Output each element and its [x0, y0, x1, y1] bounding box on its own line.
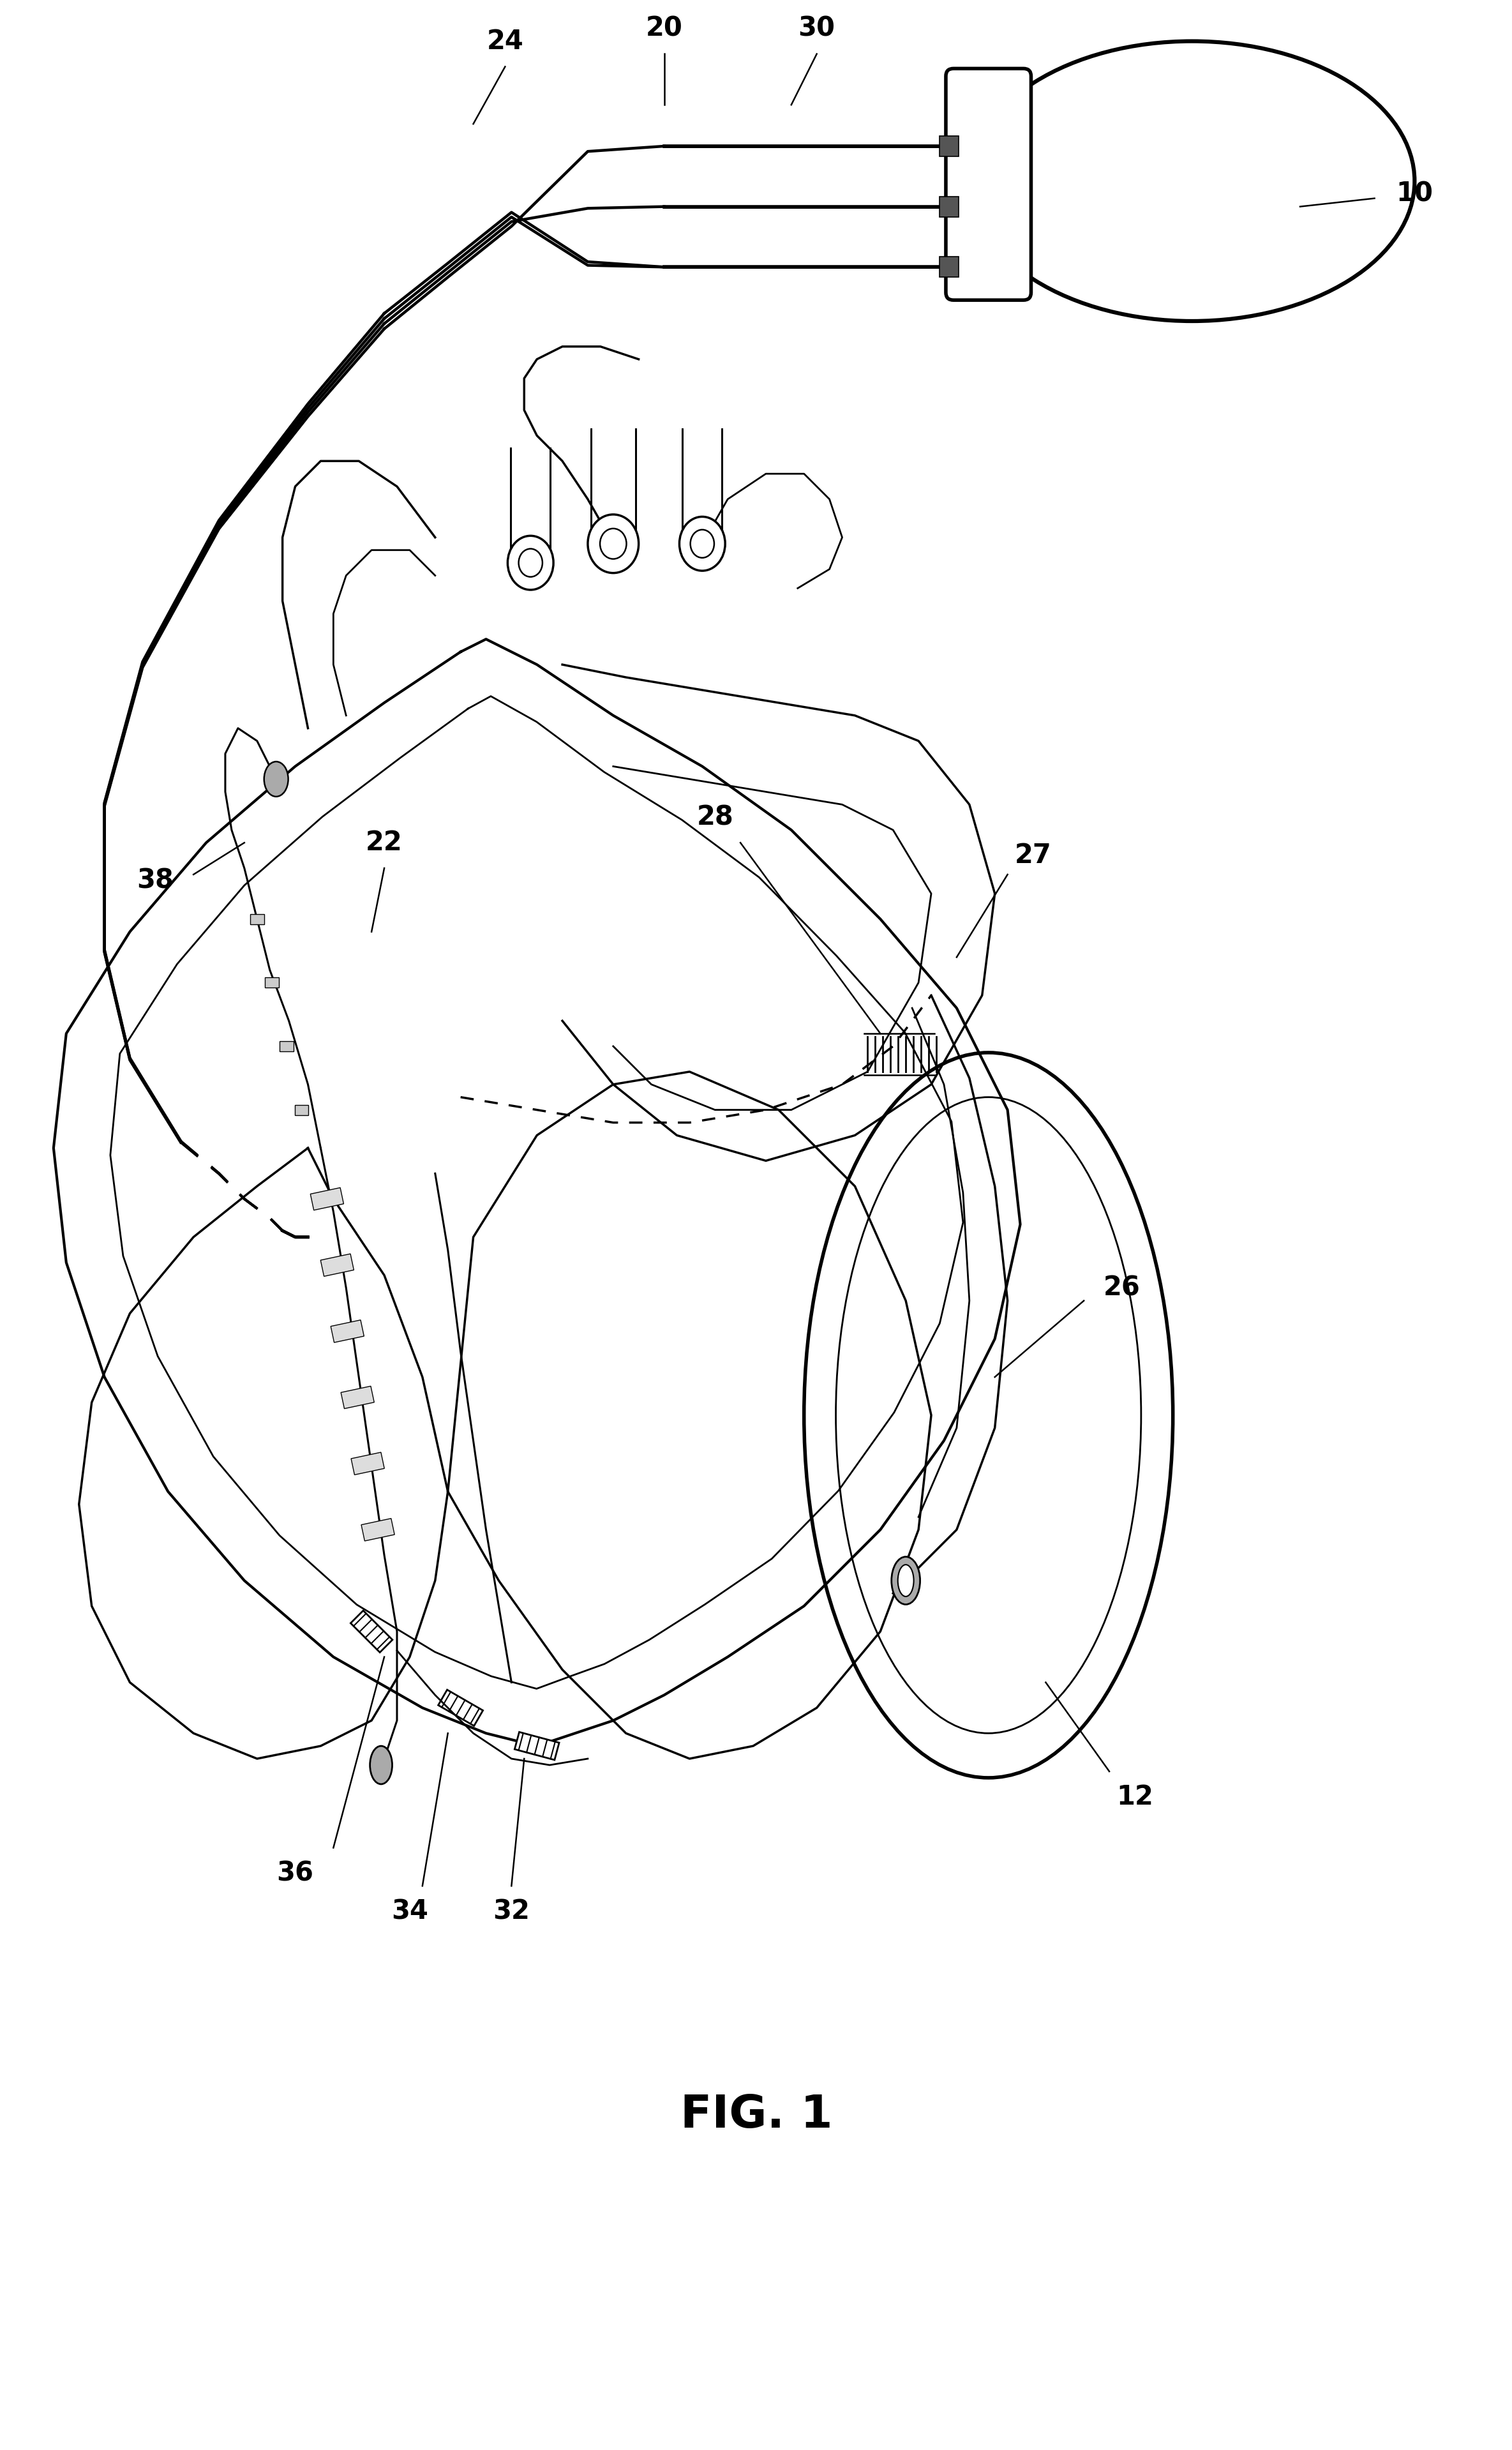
Ellipse shape	[600, 529, 626, 559]
Polygon shape	[351, 1610, 393, 1651]
FancyBboxPatch shape	[947, 69, 1031, 299]
Ellipse shape	[969, 42, 1415, 321]
Ellipse shape	[519, 549, 543, 576]
Text: 28: 28	[697, 804, 733, 831]
Ellipse shape	[804, 1054, 1173, 1779]
Ellipse shape	[508, 537, 553, 590]
Text: 38: 38	[136, 867, 174, 894]
Text: 34: 34	[392, 1899, 428, 1926]
Text: 27: 27	[1015, 843, 1051, 870]
Text: 12: 12	[1116, 1784, 1154, 1811]
Bar	[249, 914, 265, 924]
Bar	[939, 196, 959, 216]
Polygon shape	[340, 1387, 373, 1409]
Text: 24: 24	[487, 27, 523, 54]
Polygon shape	[310, 1188, 343, 1210]
Ellipse shape	[265, 762, 289, 796]
Text: 26: 26	[1104, 1274, 1140, 1301]
Text: 10: 10	[1396, 181, 1433, 208]
Ellipse shape	[898, 1566, 913, 1597]
Text: 20: 20	[646, 15, 682, 42]
Ellipse shape	[370, 1747, 392, 1784]
Text: 22: 22	[366, 828, 402, 855]
Text: 30: 30	[798, 15, 835, 42]
Ellipse shape	[691, 529, 714, 559]
Polygon shape	[351, 1453, 384, 1475]
Bar	[939, 257, 959, 277]
Ellipse shape	[892, 1556, 921, 1605]
Ellipse shape	[588, 514, 638, 573]
Polygon shape	[331, 1321, 364, 1343]
Text: 32: 32	[493, 1899, 529, 1926]
Text: 36: 36	[277, 1860, 313, 1886]
Polygon shape	[514, 1732, 559, 1759]
Ellipse shape	[679, 517, 726, 571]
Bar	[280, 1041, 293, 1051]
Polygon shape	[321, 1254, 354, 1276]
Polygon shape	[361, 1519, 395, 1541]
Bar	[265, 978, 278, 987]
Bar	[939, 137, 959, 157]
Text: FIG. 1: FIG. 1	[680, 2092, 833, 2136]
Ellipse shape	[836, 1098, 1142, 1732]
Bar	[295, 1105, 308, 1115]
Polygon shape	[438, 1690, 482, 1725]
